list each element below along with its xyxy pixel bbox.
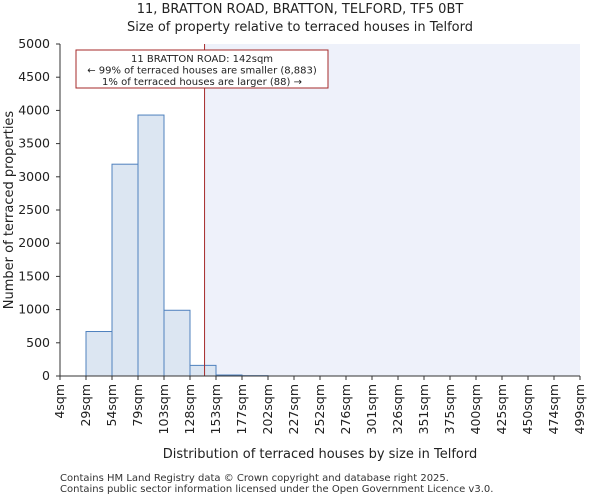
y-tick-label: 4000: [18, 102, 50, 117]
x-tick-label: 54sqm: [104, 384, 119, 427]
annotation-line-3: 1% of terraced houses are larger (88) →: [102, 77, 302, 88]
annotation-line-1: 11 BRATTON ROAD: 142sqm: [131, 54, 273, 65]
x-tick-label: 499sqm: [572, 384, 587, 434]
y-tick-label: 2500: [18, 202, 50, 217]
annotation-line-2: ← 99% of terraced houses are smaller (8,…: [87, 66, 317, 77]
x-axis-label: Distribution of terraced houses by size …: [163, 447, 477, 462]
footer-licence: Contains public sector information licen…: [60, 484, 494, 495]
histogram-bar: [85, 331, 113, 377]
histogram-bar: [189, 364, 217, 377]
x-tick-label: 29sqm: [78, 384, 93, 427]
x-tick-label: 276sqm: [338, 384, 353, 434]
x-tick-label: 400sqm: [468, 384, 483, 434]
x-tick-label: 351sqm: [416, 384, 431, 434]
y-tick-label: 3000: [18, 169, 50, 184]
x-tick-label: 375sqm: [442, 384, 457, 434]
histogram-bar: [111, 163, 139, 377]
x-tick-label: 326sqm: [390, 384, 405, 434]
x-tick-label: 128sqm: [182, 384, 197, 434]
x-tick-label: 79sqm: [130, 384, 145, 427]
larger-region-shade: [204, 44, 580, 376]
footer-copyright: Contains HM Land Registry data © Crown c…: [60, 473, 449, 484]
x-tick-label: 425sqm: [494, 384, 509, 434]
x-tick-label: 450sqm: [520, 384, 535, 434]
x-tick-label: 202sqm: [260, 384, 275, 434]
y-tick-label: 4500: [18, 69, 50, 84]
x-tick-label: 474sqm: [546, 384, 561, 434]
x-tick-label: 301sqm: [364, 384, 379, 434]
x-tick-label: 153sqm: [208, 384, 223, 434]
x-tick-label: 4sqm: [52, 384, 67, 419]
y-tick-label: 5000: [18, 36, 50, 51]
y-tick-label: 0: [42, 368, 50, 383]
x-tick-label: 177sqm: [234, 384, 249, 434]
histogram-bar: [137, 114, 165, 377]
x-tick-label: 103sqm: [156, 384, 171, 434]
chart-title: 11, BRATTON ROAD, BRATTON, TELFORD, TF5 …: [136, 2, 464, 17]
y-tick-label: 500: [26, 335, 50, 350]
marker-annotation: 11 BRATTON ROAD: 142sqm ← 99% of terrace…: [75, 49, 329, 89]
histogram-bar: [163, 309, 191, 377]
y-tick-label: 1000: [18, 302, 50, 317]
chart-subtitle: Size of property relative to terraced ho…: [127, 20, 473, 35]
y-tick-label: 1500: [18, 268, 50, 283]
y-axis-label: Number of terraced properties: [2, 111, 17, 310]
y-tick-label: 2000: [18, 235, 50, 250]
x-tick-label: 252sqm: [312, 384, 327, 434]
annotation-box: [75, 49, 329, 89]
x-tick-label: 227sqm: [286, 384, 301, 434]
y-tick-label: 3500: [18, 136, 50, 151]
